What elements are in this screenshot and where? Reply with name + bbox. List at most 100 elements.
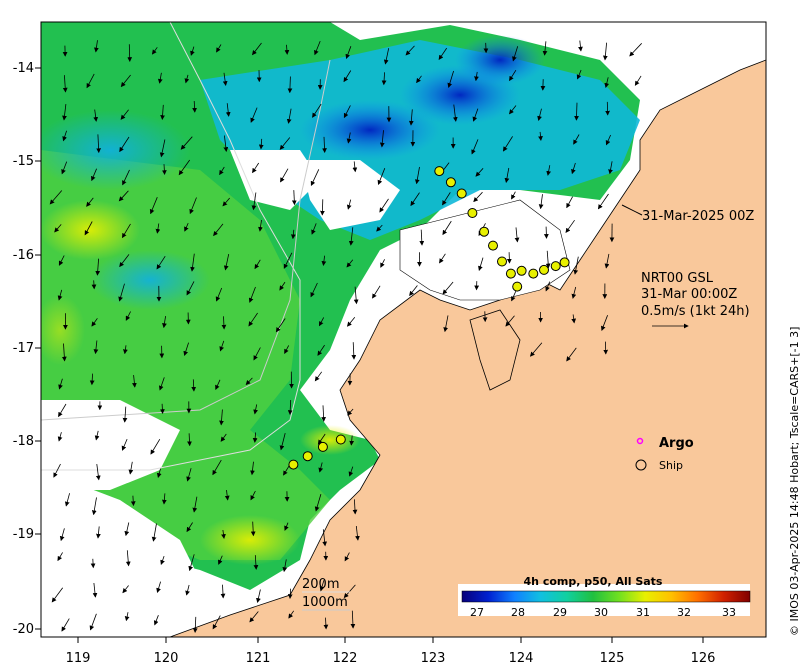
colorbar-tick: 33 — [722, 606, 736, 619]
current-vector — [96, 134, 101, 154]
current-vector — [186, 281, 195, 296]
current-vector — [416, 75, 422, 84]
current-vector — [602, 42, 608, 61]
current-vector — [542, 41, 548, 56]
current-vector — [474, 71, 479, 82]
current-vector — [221, 316, 227, 330]
current-vector — [188, 554, 195, 572]
current-vector — [191, 379, 197, 392]
current-vector — [153, 615, 159, 626]
current-vector — [348, 227, 354, 246]
ship-position-marker — [497, 256, 507, 267]
sst-cold-core — [300, 100, 440, 160]
current-vector — [122, 169, 130, 186]
colorbar-tick: 32 — [677, 606, 691, 619]
current-vector — [376, 224, 383, 232]
current-vector — [258, 138, 264, 150]
contour-1000m — [41, 59, 331, 421]
current-vector — [634, 75, 642, 86]
current-vector — [405, 45, 415, 56]
colorbar-tick: 30 — [594, 606, 608, 619]
current-vector — [347, 408, 354, 416]
current-vector — [96, 526, 101, 539]
current-vector — [310, 282, 318, 298]
ship-position-marker — [456, 188, 467, 199]
current-vector — [355, 525, 360, 541]
current-vector — [221, 529, 226, 539]
sst-cyan-patch — [41, 110, 190, 190]
current-vector — [353, 286, 359, 305]
current-vector — [322, 529, 328, 547]
current-vector — [187, 433, 192, 447]
sst-cyan-patch — [90, 250, 210, 310]
lat-tick-label: -14 — [13, 61, 34, 76]
current-vector — [379, 130, 385, 148]
current-vector — [504, 167, 510, 183]
current-vector — [439, 253, 446, 264]
current-vector — [346, 259, 354, 268]
current-vector — [250, 461, 255, 476]
current-vector — [212, 615, 221, 630]
current-vector — [49, 190, 63, 205]
current-vector — [212, 459, 222, 476]
current-vector — [94, 430, 100, 441]
current-vector — [502, 136, 513, 152]
current-vector — [343, 584, 356, 599]
current-vector — [287, 588, 293, 599]
current-vector — [597, 193, 609, 210]
current-vector — [180, 136, 193, 150]
contour-200m — [41, 22, 301, 471]
sst-cold-core — [455, 35, 545, 85]
current-vector — [253, 404, 258, 415]
current-vector — [256, 589, 261, 603]
current-vector — [248, 312, 258, 327]
lon-tick-label: 122 — [333, 651, 358, 666]
current-vector — [155, 223, 161, 234]
current-vector — [291, 190, 297, 206]
current-vector — [213, 223, 224, 237]
current-vector — [62, 75, 68, 93]
current-vector — [322, 136, 327, 153]
current-vector — [286, 108, 292, 124]
current-vector — [352, 161, 358, 173]
current-vector — [546, 165, 552, 176]
current-vector — [59, 528, 65, 542]
current-vector — [571, 314, 577, 324]
current-vector — [571, 286, 577, 299]
ship-legend-label: Ship — [659, 459, 683, 472]
ship-position-marker — [505, 268, 516, 279]
current-vector — [94, 40, 99, 53]
current-vector — [514, 227, 520, 243]
lat-axis: -14 -15 -16 -17 -18 -19 -20 — [13, 61, 41, 637]
current-vector — [93, 340, 99, 355]
current-vector — [253, 347, 261, 361]
current-vector — [249, 611, 259, 623]
current-vector — [149, 197, 158, 215]
current-vector — [473, 191, 483, 203]
cloud-gap — [230, 150, 320, 210]
ship-position-marker — [445, 177, 456, 188]
current-vector — [84, 221, 93, 236]
ship-position-marker — [528, 268, 539, 279]
current-vector — [512, 46, 519, 62]
current-vector — [310, 169, 320, 187]
current-vector — [442, 281, 454, 295]
current-vector — [511, 191, 516, 200]
current-vector — [58, 403, 67, 418]
current-vector — [120, 109, 129, 120]
current-vector — [471, 139, 479, 155]
ship-position-marker — [288, 459, 299, 470]
ship-marker-icon — [635, 459, 647, 471]
ship-time-label: 31-Mar-2025 00Z — [642, 209, 754, 224]
current-vector — [509, 69, 517, 82]
current-vector — [218, 555, 223, 565]
current-vector — [319, 317, 325, 327]
lat-tick-label: -17 — [13, 341, 34, 356]
ship-position-marker — [434, 166, 445, 177]
current-vector — [189, 197, 197, 215]
current-vector — [545, 281, 551, 292]
current-vector — [372, 285, 381, 299]
current-vector — [158, 377, 165, 391]
ship-position-marker — [539, 264, 549, 275]
lon-tick-label: 121 — [246, 651, 271, 666]
